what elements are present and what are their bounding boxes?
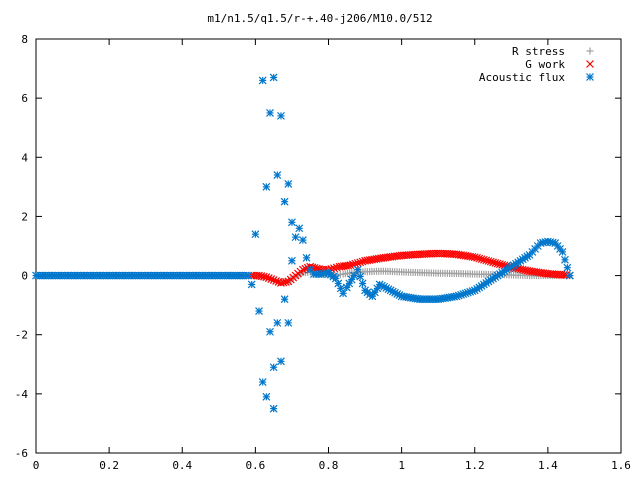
data-point [247, 280, 256, 289]
data-point [273, 171, 282, 179]
data-point [277, 111, 285, 120]
y-tick-label: 6 [21, 92, 28, 105]
legend-label: R stress [512, 45, 565, 58]
data-point [262, 273, 271, 281]
data-point [477, 255, 486, 264]
data-point [468, 252, 477, 261]
data-point [353, 265, 362, 274]
data-point [482, 256, 491, 265]
data-point [266, 327, 274, 336]
data-point [298, 265, 307, 274]
data-point [346, 261, 355, 270]
data-point [350, 271, 359, 280]
y-tick-label: -2 [15, 329, 28, 342]
data-point [521, 266, 529, 275]
data-point [356, 258, 365, 267]
x-tick-label: 0.8 [319, 459, 339, 472]
data-point [563, 263, 572, 272]
legend-label: G work [525, 58, 565, 71]
data-point [489, 258, 497, 267]
legend-marker [586, 47, 594, 55]
data-point [284, 318, 293, 327]
data-point [516, 265, 525, 274]
data-point [288, 218, 296, 227]
data-point [565, 271, 574, 280]
data-point [302, 253, 311, 262]
data-point [298, 236, 307, 245]
y-tick-label: 2 [21, 210, 28, 223]
chart-title: m1/n1.5/q1.5/r-+.40-j206/M10.0/512 [207, 12, 432, 25]
axes-layer: 0 0.2 0.4 0.6 0.8 1 1.2 1.4 1.6 -6 -4 -2 0 2 4 6 8 [15, 33, 631, 472]
x-tick-label: 0 [33, 459, 40, 472]
data-point [269, 73, 278, 82]
data-point [244, 271, 252, 280]
data-point [280, 295, 289, 304]
data-point [518, 265, 527, 274]
data-point [269, 276, 278, 284]
legend-marker [586, 73, 594, 81]
y-tick-label: -6 [15, 447, 28, 460]
data-point [255, 307, 263, 315]
data-point [262, 392, 271, 401]
y-tick-label: 0 [21, 270, 28, 283]
data-point [277, 357, 285, 366]
series-acoustic-flux [32, 73, 574, 413]
y-tick-label: 8 [21, 33, 28, 46]
data-point [259, 272, 268, 281]
data-point [291, 233, 300, 242]
data-point [264, 274, 273, 282]
x-tick-label: 0.2 [99, 459, 119, 472]
data-point [272, 277, 281, 285]
x-tick-label: 0.4 [172, 459, 192, 472]
x-tick-label: 1.2 [465, 459, 485, 472]
data-point [339, 289, 348, 298]
data-point [269, 363, 278, 372]
data-point [561, 255, 569, 264]
data-point [280, 197, 289, 206]
data-point [353, 259, 362, 267]
data-point [358, 257, 367, 266]
data-point [493, 259, 502, 268]
data-point [491, 258, 500, 267]
data-point [475, 254, 484, 263]
y-tick-label: 4 [21, 151, 28, 164]
x-tick-label: 1.6 [611, 459, 631, 472]
data-point [356, 272, 365, 281]
legend-marker [586, 60, 594, 68]
data-point [266, 109, 274, 117]
data-point [484, 257, 493, 265]
data-point [470, 253, 479, 262]
data-point [351, 259, 360, 268]
x-tick-label: 1.4 [538, 459, 558, 472]
x-tick-label: 1 [398, 459, 405, 472]
data-point [479, 255, 488, 264]
x-tick-label: 0.6 [245, 459, 265, 472]
data-point [284, 179, 293, 188]
data-point [267, 275, 276, 283]
data-point [358, 279, 367, 288]
data-point [258, 76, 267, 85]
data-point [273, 318, 282, 327]
data-point [281, 278, 290, 286]
data-point [295, 224, 304, 233]
data-point [486, 257, 495, 266]
data-point [558, 247, 567, 256]
series-layer [32, 73, 574, 413]
data-point [262, 182, 271, 191]
y-tick-label: -4 [15, 388, 29, 401]
data-point [344, 261, 353, 270]
data-point [288, 256, 296, 265]
legend-label: Acoustic flux [479, 71, 565, 84]
data-point [258, 378, 267, 386]
data-point [473, 253, 481, 262]
data-point [495, 260, 504, 269]
data-point [251, 230, 260, 239]
data-point [269, 404, 278, 413]
